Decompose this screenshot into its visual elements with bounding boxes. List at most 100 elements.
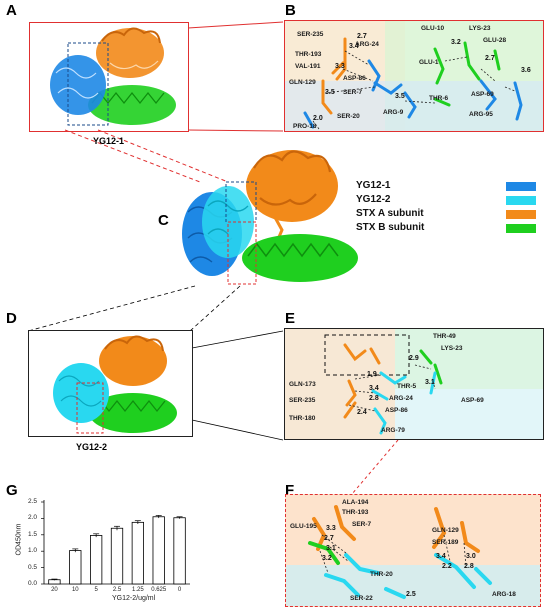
distance-label: 3.4 (436, 553, 446, 560)
x-tick-label: 10 (71, 587, 79, 593)
residue-label: THR-193 (295, 51, 322, 58)
distance-label: 1.9 (367, 371, 377, 378)
distance-label: 3.0 (466, 553, 476, 560)
x-axis-label: YG12-2/ug/ml (112, 595, 156, 602)
panel-d-structure (53, 335, 177, 434)
panel-letter-a: A (6, 2, 17, 19)
panel-letter-c: C (158, 212, 169, 229)
distance-label: 2.0 (313, 115, 323, 122)
distance-label: 2.7 (324, 535, 334, 542)
residue-label: THR-5 (397, 383, 417, 390)
residue-label: PRO-18 (293, 123, 317, 130)
panel-a-frame (29, 22, 189, 132)
panel-b-frame: SER-235 THR-193 VAL-191 GLN-129 ARG-24 A… (284, 20, 544, 132)
panel-letter-b: B (285, 2, 296, 19)
legend-label: STX B subunit (356, 222, 425, 233)
panel-letter-g: G (6, 482, 18, 499)
residue-label: SER-189 (432, 539, 459, 546)
y-tick-label: 0.0 (28, 580, 38, 587)
distance-label: 3.6 (521, 67, 531, 74)
residue-label: GLN-129 (289, 79, 316, 86)
x-tick-label: 2.5 (112, 587, 122, 593)
panel-letter-e: E (285, 310, 296, 327)
x-tick-layer: 20 10 5 2.5 1.25 0.625 0 (0, 494, 270, 609)
legend-swatch (506, 224, 536, 233)
residue-label: VAL-191 (295, 63, 321, 70)
x-tick-label: 1.25 (132, 587, 144, 593)
legend-item: STX B subunit (356, 222, 546, 236)
distance-label: 2.9 (409, 355, 419, 362)
y-tick-label: 1.0 (28, 547, 38, 555)
y-tick-label: 0.5 (28, 563, 38, 571)
chart-g: OD450nm 0.0 0.5 1.0 1.5 2.0 2.5 20 10 5 2.5 1.25 0… (0, 494, 270, 609)
legend-swatch (506, 182, 536, 191)
distance-label: 3.1 (425, 379, 435, 386)
panel-f-frame: ALA-194 THR-193 GLU-195 SER-7 GLN-129 SE… (285, 494, 541, 607)
residue-label: ALA-194 (342, 499, 369, 506)
distance-label: 2.2 (442, 563, 452, 570)
residue-label: THR-193 (342, 509, 369, 516)
residue-label: THR-49 (433, 333, 456, 340)
residue-label: THR-180 (289, 415, 316, 422)
distance-label: 3.3 (335, 63, 345, 70)
panel-d-frame (28, 330, 193, 437)
x-tick-label: 0 (177, 587, 182, 593)
chart-plot-area (41, 500, 190, 585)
distance-label: 2.8 (369, 395, 379, 402)
legend-label: STX A subunit (356, 208, 424, 219)
distance-label: 3.2 (451, 39, 461, 46)
distance-label: 3.5 (325, 89, 335, 96)
residue-label: ASP-69 (461, 397, 484, 404)
legend-swatch (506, 196, 536, 205)
distance-label: 3.3 (326, 525, 336, 532)
distance-label: 2.7 (485, 55, 495, 62)
legend-swatch (506, 210, 536, 219)
panel-d-caption: YG12-2 (76, 442, 108, 452)
residue-label: GLU-195 (290, 523, 317, 530)
legend-label: YG12-1 (356, 180, 391, 191)
panel-letter-f: F (285, 482, 295, 499)
distance-label: 2.4 (357, 409, 367, 416)
y-tick-label: 1.5 (28, 530, 38, 538)
residue-label: GLU-1 (419, 59, 439, 66)
residue-label: GLU-10 (421, 25, 445, 32)
distance-label: 2.5 (406, 591, 416, 598)
residue-label: SER-7 (343, 89, 363, 96)
residue-label: ARG-95 (469, 111, 493, 118)
distance-label: 2.7 (357, 33, 367, 40)
y-tick-label: 2.0 (28, 514, 38, 522)
panel-e-frame: THR-49 LYS-23 GLN-173 THR-5 ARG-24 SER-2… (284, 328, 544, 440)
y-tick-label: 2.5 (28, 498, 38, 505)
panel-b-structure (285, 21, 543, 131)
distance-label: 3.1 (326, 545, 336, 552)
panel-f-structure (286, 505, 540, 606)
panel-e-structure (285, 329, 543, 439)
legend-label: YG12-2 (356, 194, 391, 205)
distance-label: 3.5 (395, 93, 405, 100)
legend-item: YG12-2 (356, 194, 546, 208)
residue-label: GLN-129 (432, 527, 459, 534)
residue-label: THR-6 (429, 95, 449, 102)
x-tick-label: 0.625 (151, 587, 167, 593)
x-tick-label: 5 (94, 587, 98, 593)
residue-label: SER-235 (289, 397, 316, 404)
residue-label: LYS-23 (469, 25, 491, 32)
residue-label: SER-235 (297, 31, 324, 38)
residue-label: THR-20 (370, 571, 393, 578)
residue-label: SER-7 (352, 521, 372, 528)
panel-c-structure (182, 150, 358, 285)
residue-label: ARG-24 (389, 395, 413, 402)
legend-item: YG12-1 (356, 180, 546, 194)
x-tick-label: 20 (51, 587, 58, 593)
distance-label: 3.4 (349, 43, 359, 50)
residue-label: ASP-86 (343, 75, 366, 82)
residue-label: ARG-18 (492, 591, 516, 598)
residue-label: SER-20 (337, 113, 360, 120)
residue-label: GLN-173 (289, 381, 316, 388)
residue-label: SER-22 (350, 595, 373, 602)
panel-a-caption: YG12-1 (93, 136, 125, 146)
residue-label: LYS-23 (441, 345, 463, 352)
distance-label: 3.4 (369, 385, 379, 392)
distance-label: 3.2 (322, 555, 332, 562)
